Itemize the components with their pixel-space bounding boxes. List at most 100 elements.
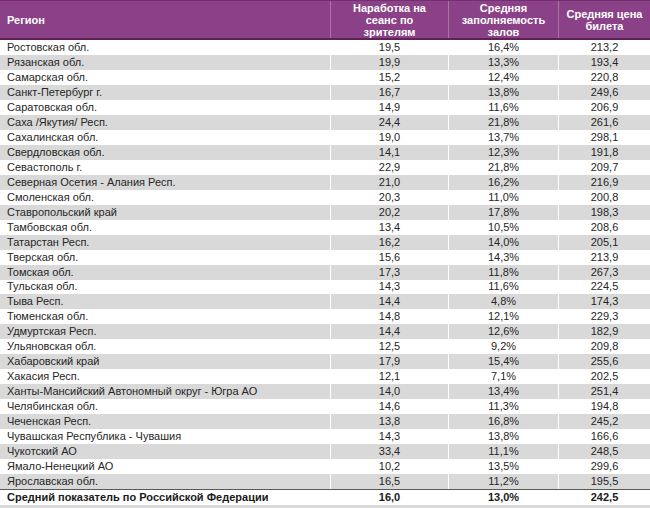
occupancy-cell: 4,8% [448, 294, 558, 309]
ticket-price-cell: 229,3 [558, 309, 650, 324]
ticket-price-cell: 248,5 [558, 444, 650, 459]
per-session-cell: 20,2 [330, 205, 448, 220]
regions-table: Регион Наработка на сеанс по зрителям Ср… [0, 0, 650, 508]
region-cell: Ростовская обл. [0, 40, 330, 55]
region-cell: Северная Осетия - Алания Респ. [0, 175, 330, 190]
ticket-price-cell: 206,9 [558, 100, 650, 115]
region-cell: Ульяновская обл. [0, 339, 330, 354]
ticket-price-cell: 245,2 [558, 414, 650, 429]
region-cell: Чувашская Республика - Чувашия [0, 429, 330, 444]
column-header-ticket-price: Средняя цена билета [558, 1, 650, 38]
occupancy-cell: 10,5% [448, 220, 558, 235]
occupancy-cell: 15,4% [448, 354, 558, 369]
region-cell: Чукотский АО [0, 444, 330, 459]
total-label: Средний показатель по Российской Федерац… [0, 490, 330, 505]
occupancy-cell: 11,8% [448, 265, 558, 280]
per-session-cell: 15,6 [330, 250, 448, 265]
per-session-cell: 14,4 [330, 324, 448, 339]
table-row: Севастополь г.22,921,8%209,7 [0, 160, 650, 175]
per-session-cell: 14,4 [330, 294, 448, 309]
occupancy-cell: 12,3% [448, 145, 558, 160]
region-cell: Хакасия Респ. [0, 369, 330, 384]
ticket-price-cell: 174,3 [558, 294, 650, 309]
ticket-price-cell: 299,6 [558, 459, 650, 474]
table-row: Северная Осетия - Алания Респ.21,016,2%2… [0, 175, 650, 190]
per-session-cell: 14,9 [330, 100, 448, 115]
region-cell: Челябинская обл. [0, 399, 330, 414]
ticket-price-cell: 261,6 [558, 115, 650, 130]
column-header-occupancy: Средняя заполняемость залов [448, 1, 558, 38]
total-row: Средний показатель по Российской Федерац… [0, 489, 650, 505]
occupancy-cell: 12,1% [448, 309, 558, 324]
per-session-cell: 19,5 [330, 40, 448, 55]
ticket-price-cell: 166,6 [558, 429, 650, 444]
total-occupancy: 13,0% [448, 490, 558, 505]
table-row: Хакасия Респ.12,17,1%202,5 [0, 369, 650, 384]
occupancy-cell: 7,1% [448, 369, 558, 384]
table-row: Тульская обл.14,311,6%224,5 [0, 280, 650, 295]
occupancy-cell: 13,4% [448, 384, 558, 399]
table-row: Саха /Якутия/ Респ.24,421,8%261,6 [0, 115, 650, 130]
occupancy-cell: 11,3% [448, 399, 558, 414]
occupancy-cell: 11,6% [448, 100, 558, 115]
ticket-price-cell: 251,4 [558, 384, 650, 399]
occupancy-cell: 9,2% [448, 339, 558, 354]
per-session-cell: 16,7 [330, 85, 448, 100]
table-row: Ростовская обл.19,516,4%213,2 [0, 40, 650, 55]
per-session-cell: 16,5 [330, 474, 448, 489]
ticket-price-cell: 202,5 [558, 369, 650, 384]
table-body: Ростовская обл.19,516,4%213,2Рязанская о… [0, 40, 650, 505]
table-row: Чувашская Республика - Чувашия14,313,8%1… [0, 429, 650, 444]
table-row: Тамбовская обл.13,410,5%208,6 [0, 220, 650, 235]
ticket-price-cell: 249,6 [558, 85, 650, 100]
region-cell: Ставропольский край [0, 205, 330, 220]
ticket-price-cell: 216,9 [558, 175, 650, 190]
region-cell: Самарская обл. [0, 70, 330, 85]
table-row: Смоленская обл.20,311,0%200,8 [0, 190, 650, 205]
occupancy-cell: 21,8% [448, 115, 558, 130]
table-row: Ханты-Мансийский Автономный округ - Югра… [0, 384, 650, 399]
ticket-price-cell: 198,3 [558, 205, 650, 220]
region-cell: Саха /Якутия/ Респ. [0, 115, 330, 130]
table-row: Сахалинская обл.19,013,7%298,1 [0, 130, 650, 145]
ticket-price-cell: 209,8 [558, 339, 650, 354]
ticket-price-cell: 195,5 [558, 474, 650, 489]
per-session-cell: 14,3 [330, 280, 448, 295]
per-session-cell: 20,3 [330, 190, 448, 205]
per-session-cell: 33,4 [330, 444, 448, 459]
occupancy-cell: 17,8% [448, 205, 558, 220]
table-row: Челябинская обл.14,611,3%194,8 [0, 399, 650, 414]
region-cell: Сахалинская обл. [0, 130, 330, 145]
table-header: Регион Наработка на сеанс по зрителям Ср… [0, 0, 650, 40]
occupancy-cell: 16,2% [448, 175, 558, 190]
table-row: Татарстан Респ.16,214,0%205,1 [0, 235, 650, 250]
table-row: Самарская обл.15,212,4%220,8 [0, 70, 650, 85]
ticket-price-cell: 191,8 [558, 145, 650, 160]
column-header-per-session: Наработка на сеанс по зрителям [330, 1, 448, 38]
region-cell: Удмуртская Респ. [0, 324, 330, 339]
region-cell: Чеченская Респ. [0, 414, 330, 429]
ticket-price-cell: 267,3 [558, 265, 650, 280]
occupancy-cell: 11,1% [448, 444, 558, 459]
region-cell: Ханты-Мансийский Автономный округ - Югра… [0, 384, 330, 399]
per-session-cell: 19,0 [330, 130, 448, 145]
ticket-price-cell: 193,4 [558, 55, 650, 70]
ticket-price-cell: 200,8 [558, 190, 650, 205]
region-cell: Санкт-Петербург г. [0, 85, 330, 100]
table-row: Ямало-Ненецкий АО10,213,5%299,6 [0, 459, 650, 474]
per-session-cell: 13,8 [330, 414, 448, 429]
occupancy-cell: 11,2% [448, 474, 558, 489]
occupancy-cell: 12,6% [448, 324, 558, 339]
per-session-cell: 19,9 [330, 55, 448, 70]
per-session-cell: 12,5 [330, 339, 448, 354]
per-session-cell: 22,9 [330, 160, 448, 175]
per-session-cell: 14,3 [330, 429, 448, 444]
occupancy-cell: 21,8% [448, 160, 558, 175]
table-row: Удмуртская Респ.14,412,6%182,9 [0, 324, 650, 339]
table-row: Ставропольский край20,217,8%198,3 [0, 205, 650, 220]
occupancy-cell: 13,3% [448, 55, 558, 70]
ticket-price-cell: 209,7 [558, 160, 650, 175]
total-ticket-price: 242,5 [558, 490, 650, 505]
total-per-session: 16,0 [330, 490, 448, 505]
occupancy-cell: 13,5% [448, 459, 558, 474]
